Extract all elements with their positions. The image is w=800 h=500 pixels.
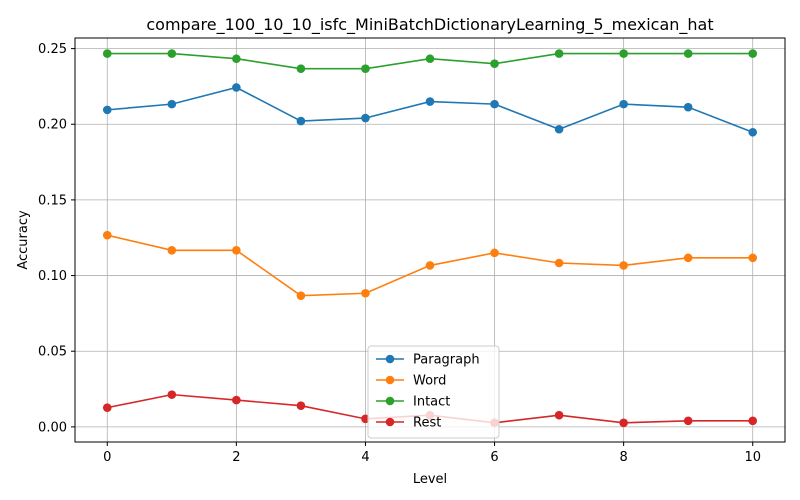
y-tick-label: 0.05 (38, 345, 67, 360)
data-point-paragraph (619, 99, 628, 109)
data-point-rest (296, 401, 306, 410)
data-point-intact (554, 49, 564, 58)
legend-label: Word (413, 374, 446, 389)
data-point-paragraph (167, 99, 177, 109)
data-point-word (425, 261, 435, 270)
legend-item-rest: Rest (376, 416, 441, 431)
y-tick-label: 0.20 (38, 118, 67, 133)
data-point-paragraph (361, 113, 370, 123)
data-point-intact (425, 54, 435, 64)
data-point-word (102, 230, 112, 240)
legend-item-intact: Intact (376, 395, 450, 410)
data-point-rest (102, 403, 112, 412)
data-point-paragraph (296, 116, 306, 126)
x-axis-title: Level (413, 472, 447, 487)
data-point-paragraph (683, 102, 693, 112)
data-point-word (683, 253, 693, 263)
data-point-intact (748, 49, 758, 58)
data-point-intact (683, 49, 693, 58)
data-point-paragraph (490, 99, 499, 109)
data-point-intact (361, 64, 370, 74)
legend-marker (385, 417, 395, 427)
data-point-word (167, 245, 177, 255)
data-point-paragraph (425, 97, 435, 106)
legend: Paragraph Word Intact Rest (367, 345, 500, 439)
grid (75, 38, 785, 442)
data-point-intact (102, 49, 112, 58)
legend-item-word: Word (376, 374, 446, 389)
data-point-rest (167, 390, 177, 399)
data-point-intact (232, 54, 241, 64)
legend-item-paragraph: Paragraph (376, 353, 480, 368)
data-point-word (554, 258, 564, 268)
data-point-rest (554, 410, 564, 420)
x-tick-label: 8 (619, 450, 627, 465)
x-tick-label: 2 (232, 450, 240, 465)
y-tick-label: 0.25 (38, 42, 67, 57)
plot-area-frame (74, 37, 786, 443)
data-point-intact (167, 49, 177, 58)
y-axis-title: Accuracy (16, 210, 31, 270)
legend-box (367, 345, 500, 439)
series-paragraph (102, 83, 758, 137)
data-point-paragraph (748, 127, 758, 137)
data-point-word (490, 248, 499, 258)
data-point-paragraph (554, 124, 564, 134)
data-point-intact (619, 49, 628, 58)
x-tick-label: 4 (361, 450, 369, 465)
x-axis: 0 2 4 6 8 10 (103, 442, 761, 465)
data-point-intact (296, 64, 306, 74)
y-axis: 0.00 0.05 0.10 0.15 0.20 0.25 (38, 42, 75, 435)
data-point-word (232, 245, 241, 255)
data-point-rest (619, 418, 628, 428)
y-tick-label: 0.10 (38, 269, 67, 284)
y-tick-label: 0.00 (38, 420, 67, 435)
chart-title: compare_100_10_10_isfc_MiniBatchDictiona… (146, 15, 713, 35)
data-point-word (361, 288, 370, 298)
data-point-rest (748, 416, 758, 426)
legend-label: Rest (413, 416, 441, 431)
data-point-word (619, 261, 628, 270)
legend-marker (385, 375, 395, 385)
data-point-paragraph (102, 105, 112, 115)
data-point-word (296, 291, 306, 300)
x-tick-label: 0 (103, 450, 111, 465)
series-word (102, 230, 758, 300)
x-tick-label: 10 (744, 450, 761, 465)
legend-marker (385, 396, 395, 406)
series-intact (102, 49, 758, 74)
data-point-intact (490, 59, 499, 69)
x-tick-label: 6 (490, 450, 498, 465)
data-point-rest (683, 416, 693, 426)
data-point-rest (232, 395, 241, 405)
legend-marker (385, 354, 395, 364)
data-point-word (748, 253, 758, 263)
data-point-paragraph (232, 83, 241, 92)
y-tick-label: 0.15 (38, 193, 67, 208)
legend-label: Paragraph (413, 353, 480, 368)
legend-label: Intact (413, 395, 450, 410)
